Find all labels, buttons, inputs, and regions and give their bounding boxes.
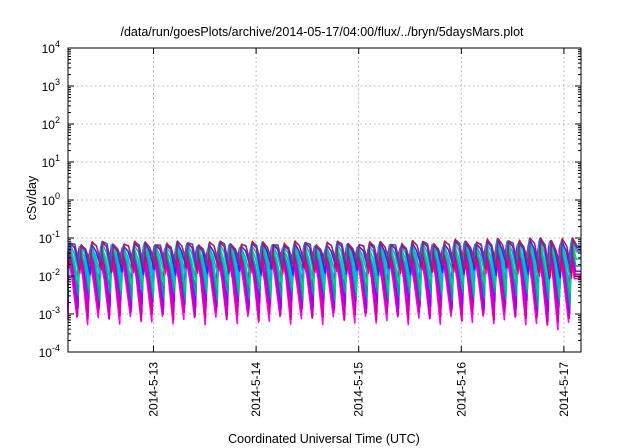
series-line bbox=[67, 238, 581, 298]
plot-frame bbox=[67, 47, 582, 353]
series-line bbox=[67, 240, 581, 316]
y-tick-label: 100 bbox=[42, 191, 60, 208]
series-line bbox=[67, 237, 581, 280]
x-tick-label: 2014-5-14 bbox=[249, 362, 263, 417]
series-line bbox=[67, 237, 581, 289]
plot-series bbox=[67, 237, 581, 331]
series-line bbox=[67, 242, 581, 323]
y-tick-label: 10-2 bbox=[39, 267, 60, 284]
x-tick-label: 2014-5-15 bbox=[352, 362, 366, 417]
y-tick-label: 102 bbox=[42, 115, 60, 132]
x-tick-label: 2014-5-13 bbox=[147, 362, 161, 417]
y-tick-label: 10-4 bbox=[39, 343, 60, 360]
y-axis-label: cSv/day bbox=[25, 175, 39, 220]
x-tick-label: 2014-5-16 bbox=[454, 362, 468, 417]
series-line bbox=[67, 245, 581, 326]
y-tick-label: 10-3 bbox=[39, 305, 60, 322]
y-tick-label: 104 bbox=[42, 39, 60, 56]
x-axis-label: Coordinated Universal Time (UTC) bbox=[228, 432, 420, 446]
y-tick-label: 103 bbox=[42, 77, 60, 94]
x-tick-label: 2014-5-17 bbox=[557, 362, 571, 417]
y-tick-label: 101 bbox=[42, 153, 60, 170]
axis-ticks: 10-4 10-3 10-2 10-1 100 101 102 103 104 2014-5-13… bbox=[39, 39, 581, 417]
series-line bbox=[67, 246, 581, 331]
y-tick-label: 10-1 bbox=[39, 229, 60, 246]
chart-title: /data/run/goesPlots/archive/2014-05-17/0… bbox=[120, 25, 524, 39]
series-line bbox=[68, 237, 581, 280]
series-line bbox=[67, 240, 581, 308]
